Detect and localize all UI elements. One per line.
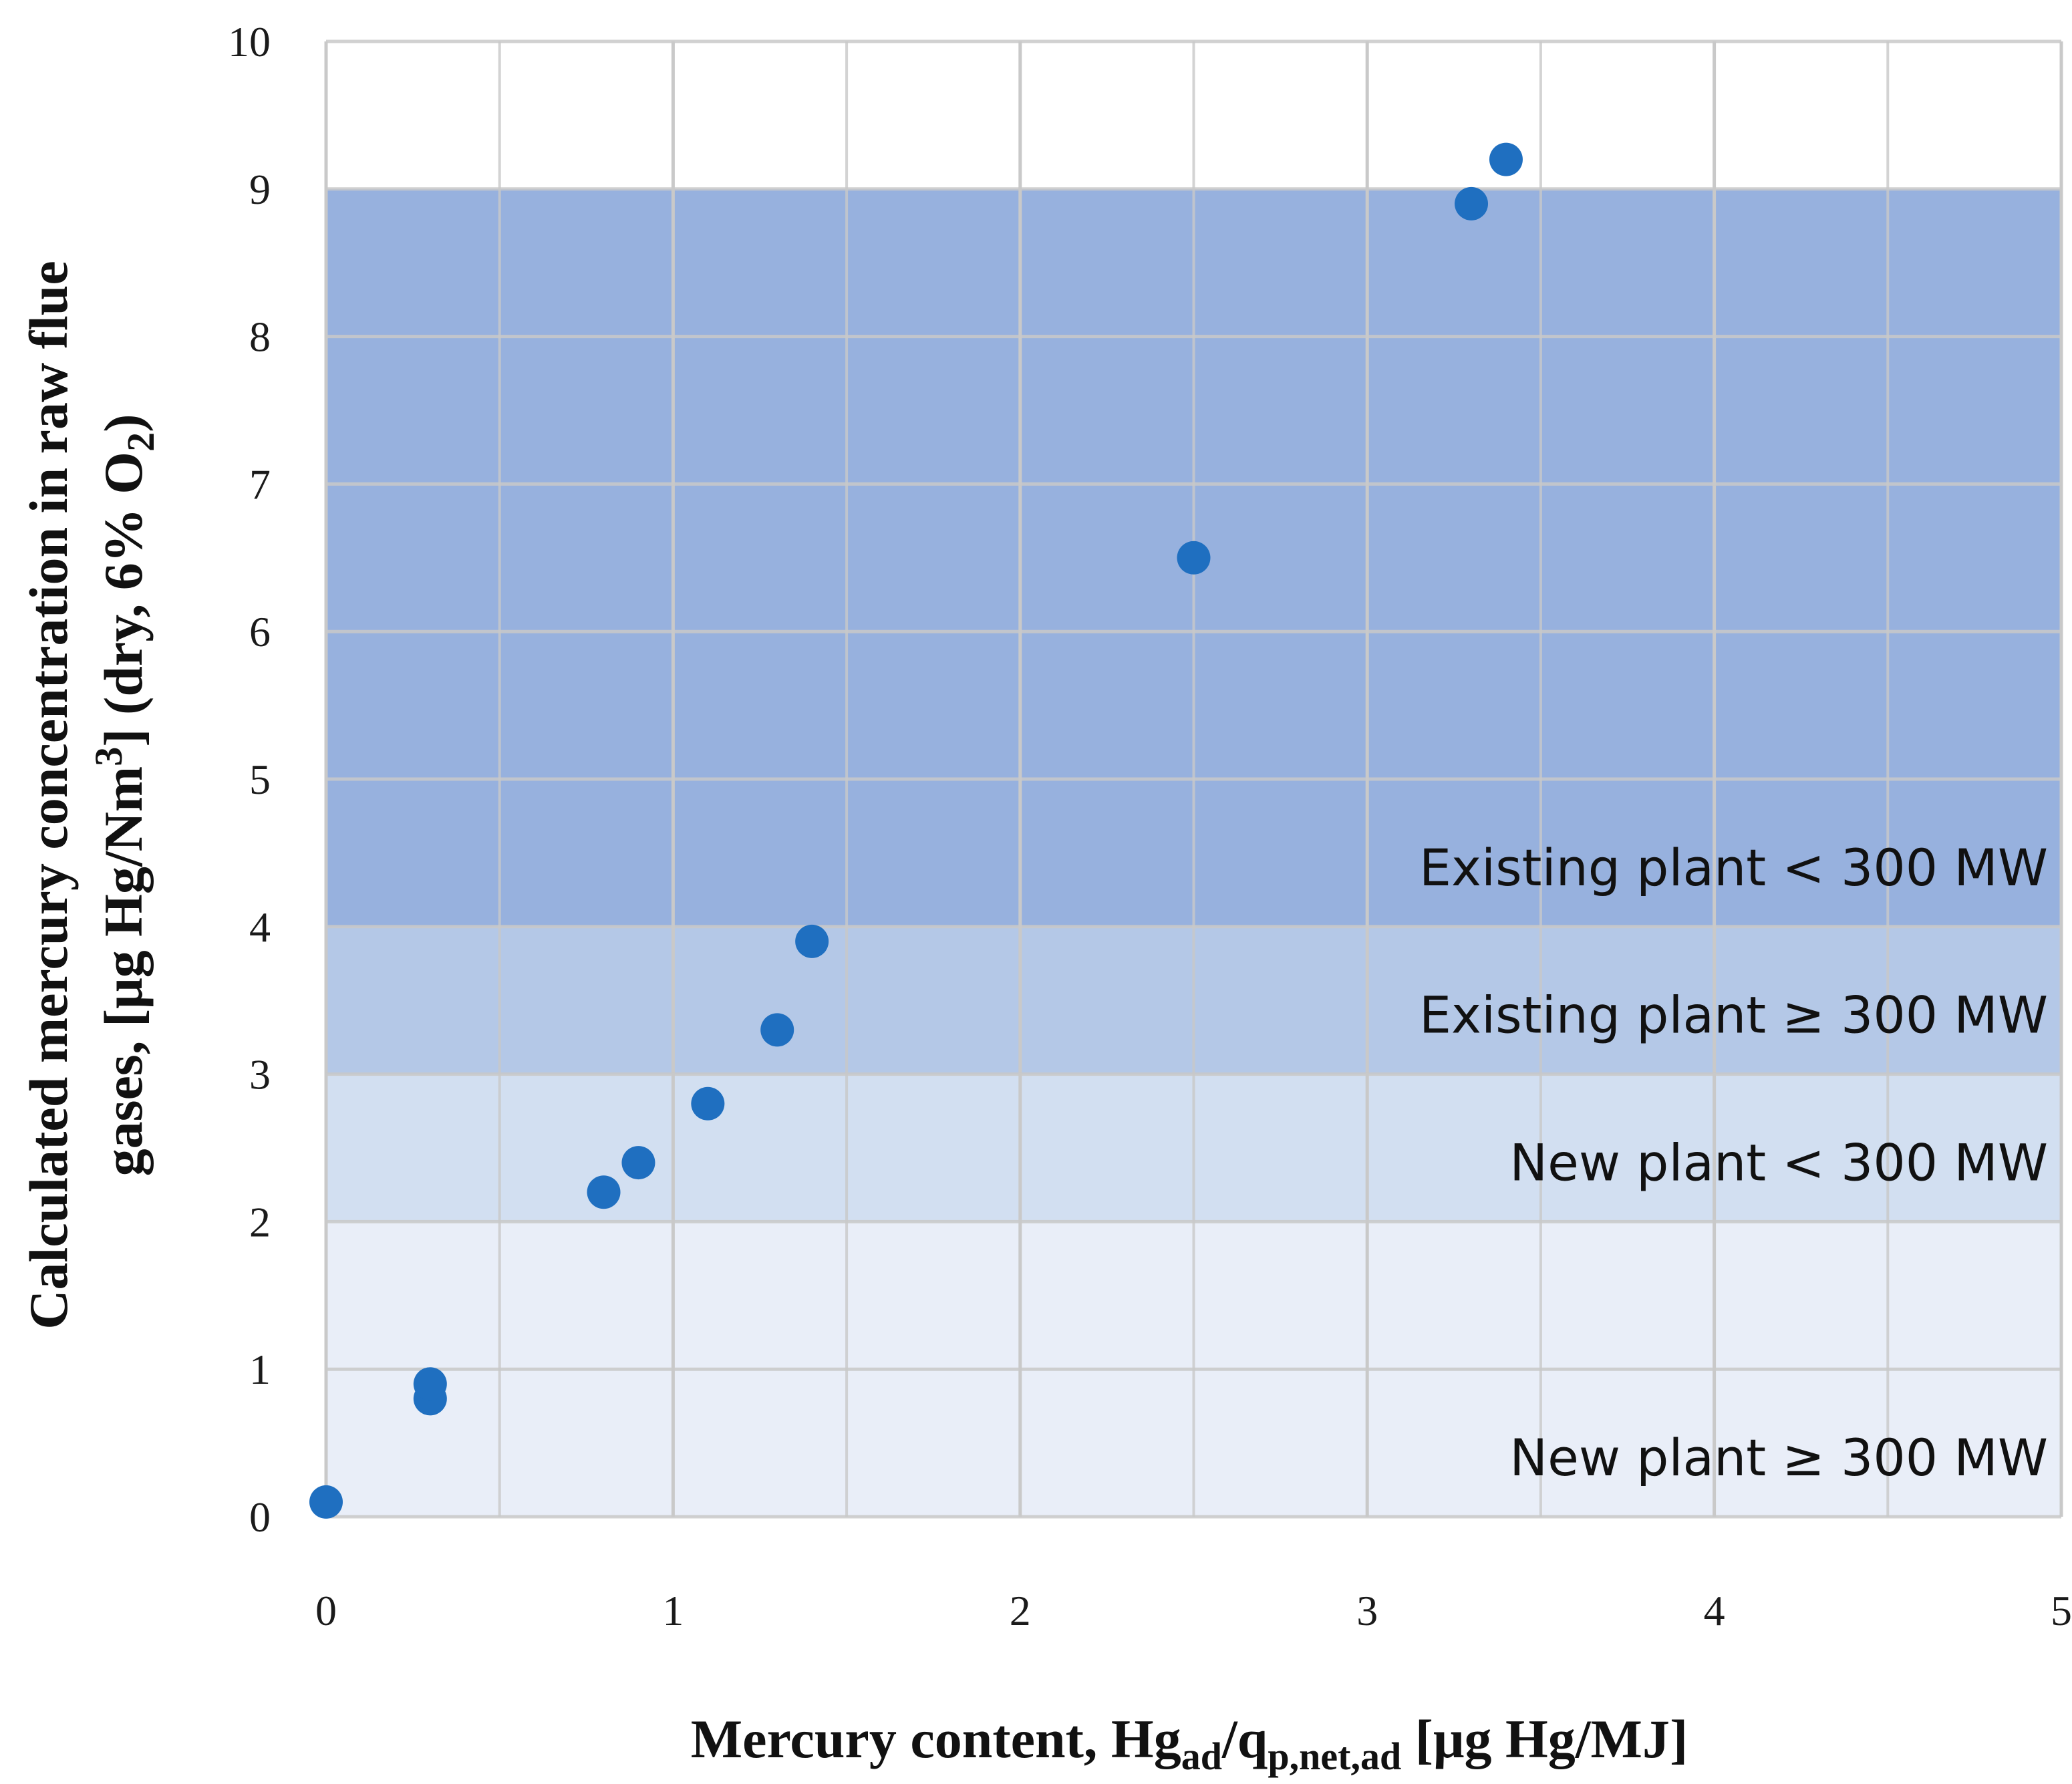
data-points: [309, 142, 1523, 1519]
x-tick-label: 2: [1010, 1587, 1031, 1634]
x-tick-label: 1: [662, 1587, 684, 1634]
y-tick-labels: 0 1 2 3 4 5 6 7 8 9 10: [228, 18, 271, 1541]
x-axis-title: Mercury content, Hgad/qp,net,ad [μg Hg/M…: [691, 1708, 1688, 1778]
y-tick-label: 2: [249, 1198, 271, 1245]
data-point: [795, 924, 829, 958]
data-point: [1489, 142, 1523, 176]
x-tick-label: 4: [1704, 1587, 1725, 1634]
y-axis-title: Calculated mercury concentration in raw …: [18, 261, 162, 1329]
y-tick-label: 9: [249, 166, 271, 213]
y-tick-label: 5: [249, 756, 271, 803]
data-point: [309, 1485, 343, 1519]
x-tick-label: 3: [1356, 1587, 1378, 1634]
gridlines: [324, 39, 2063, 1519]
band-label-0: New plant ≥ 300 MW: [1509, 1428, 2048, 1487]
y-tick-label: 0: [249, 1493, 271, 1541]
x-tick-labels: 0 1 2 3 4 5: [315, 1587, 2072, 1634]
band-label-1: New plant < 300 MW: [1509, 1133, 2048, 1192]
x-tick-label: 5: [2051, 1587, 2072, 1634]
band-labels: New plant ≥ 300 MW New plant < 300 MW Exis…: [1419, 838, 2048, 1487]
y-tick-label: 4: [249, 903, 271, 951]
data-point: [691, 1086, 725, 1121]
y-axis-title-line1: Calculated mercury concentration in raw …: [18, 261, 79, 1329]
data-point: [621, 1146, 655, 1180]
band-label-3: Existing plant < 300 MW: [1419, 838, 2048, 897]
x-tick-label: 0: [315, 1587, 337, 1634]
y-tick-label: 1: [249, 1346, 271, 1393]
y-tick-label: 3: [249, 1051, 271, 1098]
data-point: [413, 1367, 447, 1401]
y-tick-label: 6: [249, 608, 271, 655]
data-point: [1455, 186, 1489, 220]
y-tick-label: 10: [228, 18, 271, 65]
data-point: [1177, 541, 1211, 575]
y-tick-label: 8: [249, 313, 271, 361]
band-label-2: Existing plant ≥ 300 MW: [1419, 986, 2048, 1045]
data-point: [760, 1013, 794, 1047]
data-point: [587, 1175, 621, 1209]
y-axis-title-line2: gases, [μg Hg/Nm3] (dry, 6% O2): [87, 414, 162, 1177]
y-tick-label: 7: [249, 460, 271, 508]
